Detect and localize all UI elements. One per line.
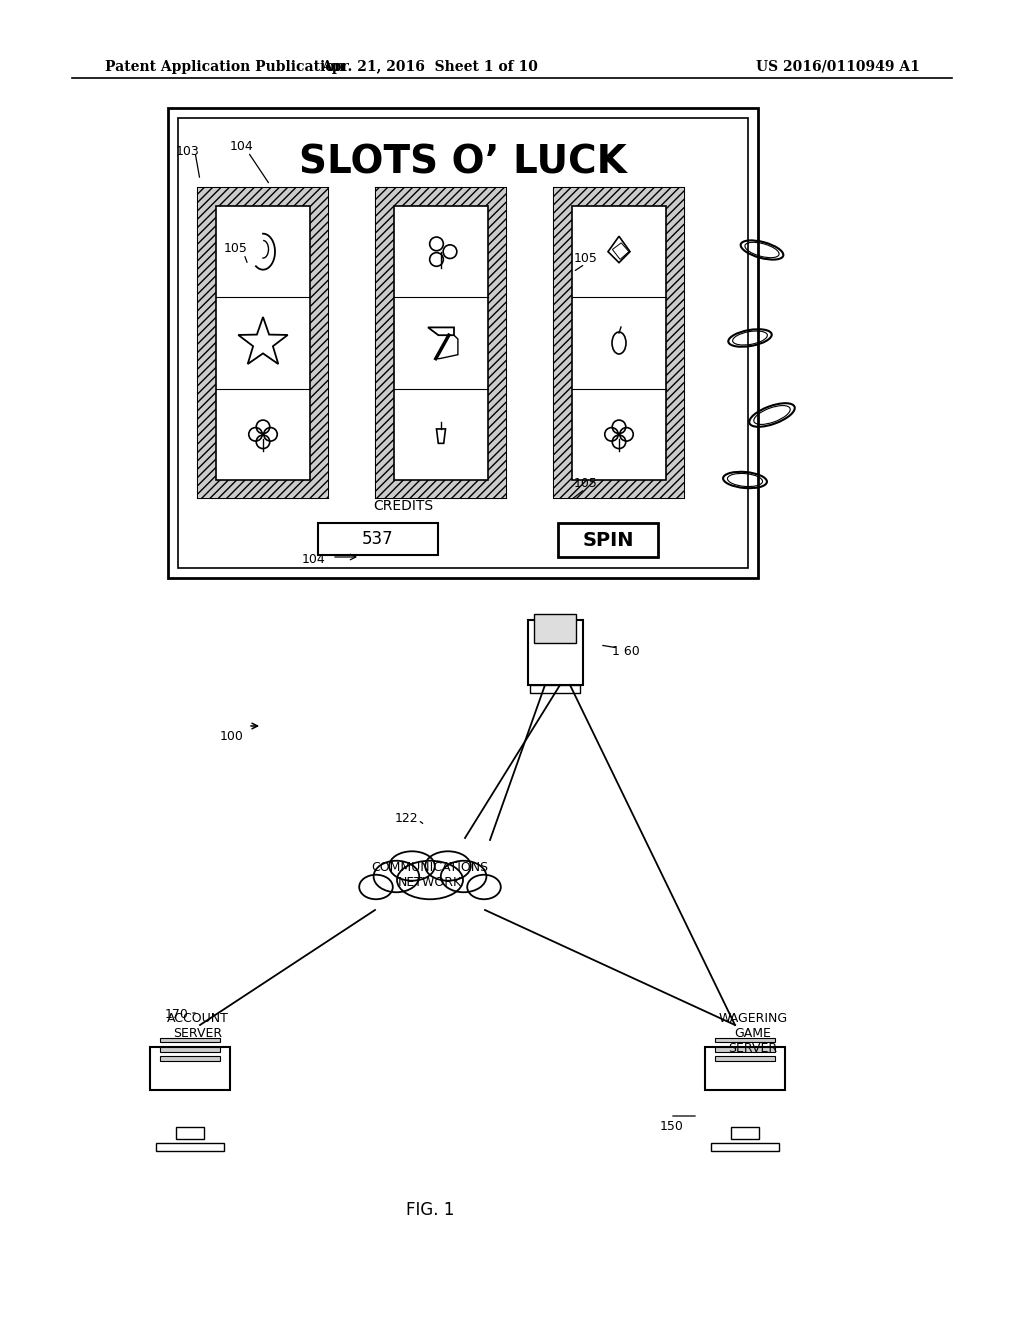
Text: 104: 104 [302, 553, 326, 566]
Bar [376, 187, 506, 498]
Text: 122: 122 [394, 812, 418, 825]
Text: 104: 104 [230, 140, 254, 153]
Text: 537: 537 [362, 531, 394, 548]
Bar [376, 187, 506, 498]
Ellipse shape [425, 851, 471, 880]
Bar [160, 1038, 220, 1043]
Bar [530, 685, 580, 693]
Bar [558, 523, 658, 557]
Bar [178, 117, 748, 568]
Text: Patent Application Publication: Patent Application Publication [105, 59, 345, 74]
Text: 105: 105 [224, 242, 248, 255]
Ellipse shape [467, 875, 501, 899]
Bar [160, 1056, 220, 1060]
Bar [160, 1047, 220, 1052]
Text: 150: 150 [660, 1119, 684, 1133]
Bar [527, 620, 583, 685]
Bar [715, 1038, 775, 1043]
Text: SPIN: SPIN [583, 531, 634, 549]
Text: SLOTS O’ LUCK: SLOTS O’ LUCK [299, 144, 627, 182]
Text: 100: 100 [220, 730, 244, 743]
Ellipse shape [374, 861, 419, 892]
Text: FIG. 1: FIG. 1 [406, 1201, 455, 1218]
Ellipse shape [389, 851, 435, 880]
Text: 103: 103 [176, 145, 200, 158]
Text: CREDITS: CREDITS [373, 499, 433, 513]
Bar [318, 523, 438, 554]
Text: WAGERING
GAME
SERVER: WAGERING GAME SERVER [719, 1012, 787, 1055]
Text: COMMUNICATIONS
NETWORK: COMMUNICATIONS NETWORK [372, 861, 488, 888]
Text: 1 60: 1 60 [612, 645, 640, 657]
Bar [150, 1047, 230, 1090]
Text: Apr. 21, 2016  Sheet 1 of 10: Apr. 21, 2016 Sheet 1 of 10 [322, 59, 539, 74]
Bar [198, 187, 328, 498]
Bar [216, 206, 310, 480]
Text: 105: 105 [574, 252, 598, 265]
Bar [175, 1127, 205, 1139]
Bar [572, 206, 666, 480]
Bar [705, 1047, 785, 1090]
Bar [715, 1047, 775, 1052]
Bar [157, 1143, 223, 1151]
Bar [168, 108, 758, 578]
Bar [535, 614, 575, 643]
Text: US 2016/0110949 A1: US 2016/0110949 A1 [756, 59, 920, 74]
Bar [730, 1127, 760, 1139]
Ellipse shape [359, 875, 393, 899]
Ellipse shape [440, 861, 486, 892]
Bar [394, 206, 488, 480]
Bar [715, 1056, 775, 1060]
Bar [554, 187, 684, 498]
Text: 170: 170 [165, 1008, 188, 1020]
Bar [198, 187, 328, 498]
Text: 105: 105 [574, 477, 598, 490]
Text: ACCOUNT
SERVER: ACCOUNT SERVER [167, 1012, 229, 1040]
Bar [712, 1143, 778, 1151]
Ellipse shape [397, 861, 463, 899]
Bar [554, 187, 684, 498]
